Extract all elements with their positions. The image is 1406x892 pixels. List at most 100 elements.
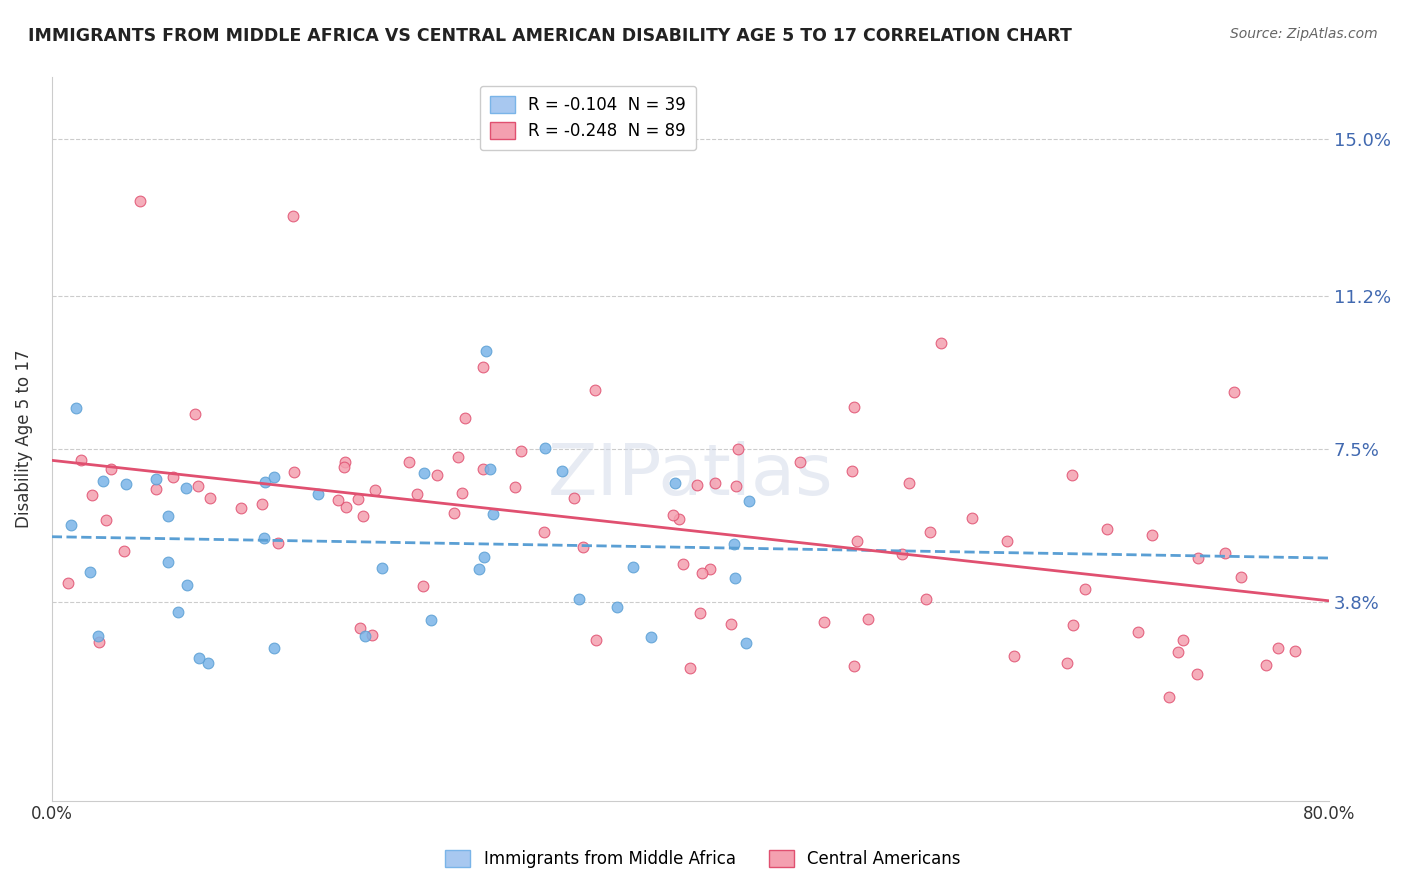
Legend: R = -0.104  N = 39, R = -0.248  N = 89: R = -0.104 N = 39, R = -0.248 N = 89 xyxy=(481,86,696,151)
Point xyxy=(162,469,184,483)
Point xyxy=(187,479,209,493)
Point xyxy=(60,518,83,533)
Point xyxy=(184,407,207,421)
Point xyxy=(58,576,80,591)
Legend: Immigrants from Middle Africa, Central Americans: Immigrants from Middle Africa, Central A… xyxy=(439,843,967,875)
Point xyxy=(443,506,465,520)
Point xyxy=(664,475,686,490)
Point xyxy=(128,194,150,209)
Point xyxy=(454,410,477,425)
Point xyxy=(929,336,952,351)
Point xyxy=(65,401,87,415)
Point xyxy=(468,562,491,576)
Point xyxy=(724,479,747,493)
Point xyxy=(115,477,138,491)
Point xyxy=(623,560,645,574)
Point xyxy=(94,513,117,527)
Point xyxy=(87,629,110,643)
Point xyxy=(1222,384,1244,399)
Point xyxy=(450,485,472,500)
Point xyxy=(1002,649,1025,664)
Point xyxy=(738,494,761,508)
Point xyxy=(254,475,277,490)
Text: ZIPatlas: ZIPatlas xyxy=(547,441,834,509)
Point xyxy=(842,400,865,414)
Point xyxy=(723,536,745,550)
Point xyxy=(846,534,869,549)
Point xyxy=(471,359,494,374)
Point xyxy=(250,497,273,511)
Point xyxy=(307,487,329,501)
Point xyxy=(727,442,749,457)
Point xyxy=(471,462,494,476)
Point xyxy=(80,488,103,502)
Point xyxy=(332,459,354,474)
Point xyxy=(562,491,585,506)
Point xyxy=(689,606,711,620)
Point xyxy=(1074,582,1097,596)
Point xyxy=(1060,468,1083,483)
Point xyxy=(995,533,1018,548)
Point xyxy=(572,540,595,554)
Point xyxy=(156,508,179,523)
Point xyxy=(1267,641,1289,656)
Point xyxy=(1056,657,1078,671)
Point xyxy=(364,483,387,498)
Point xyxy=(145,472,167,486)
Point xyxy=(156,555,179,569)
Point xyxy=(263,641,285,656)
Point xyxy=(897,475,920,490)
Point xyxy=(176,481,198,495)
Point xyxy=(918,524,941,539)
Point xyxy=(505,480,527,494)
Text: IMMIGRANTS FROM MIDDLE AFRICA VS CENTRAL AMERICAN DISABILITY AGE 5 TO 17 CORRELA: IMMIGRANTS FROM MIDDLE AFRICA VS CENTRAL… xyxy=(28,27,1071,45)
Point xyxy=(720,617,742,632)
Point xyxy=(914,591,936,606)
Point xyxy=(167,605,190,619)
Point xyxy=(640,630,662,644)
Point xyxy=(962,510,984,524)
Point xyxy=(69,453,91,467)
Point xyxy=(479,462,502,476)
Point xyxy=(662,508,685,522)
Point xyxy=(253,532,276,546)
Point xyxy=(533,524,555,539)
Point xyxy=(197,657,219,671)
Point xyxy=(263,469,285,483)
Point xyxy=(472,549,495,564)
Point xyxy=(724,570,747,584)
Point xyxy=(668,512,690,526)
Point xyxy=(1159,690,1181,705)
Point xyxy=(100,461,122,475)
Point xyxy=(858,612,880,626)
Point xyxy=(79,566,101,580)
Point xyxy=(509,443,531,458)
Point xyxy=(842,659,865,673)
Point xyxy=(699,562,721,576)
Point xyxy=(551,464,574,478)
Point xyxy=(1095,522,1118,536)
Point xyxy=(426,468,449,483)
Point xyxy=(1254,657,1277,672)
Point xyxy=(145,482,167,496)
Point xyxy=(1171,633,1194,648)
Point xyxy=(231,500,253,515)
Point xyxy=(534,441,557,455)
Point xyxy=(349,621,371,635)
Point xyxy=(679,661,702,675)
Point xyxy=(283,209,305,223)
Point xyxy=(841,465,863,479)
Point xyxy=(686,477,709,491)
Point xyxy=(405,486,427,500)
Point xyxy=(690,566,713,580)
Point xyxy=(188,650,211,665)
Point xyxy=(1213,546,1236,560)
Point xyxy=(583,383,606,397)
Point xyxy=(447,450,470,464)
Text: Source: ZipAtlas.com: Source: ZipAtlas.com xyxy=(1230,27,1378,41)
Point xyxy=(1062,618,1084,632)
Point xyxy=(568,592,591,607)
Point xyxy=(112,543,135,558)
Point xyxy=(346,492,368,507)
Point xyxy=(703,475,725,490)
